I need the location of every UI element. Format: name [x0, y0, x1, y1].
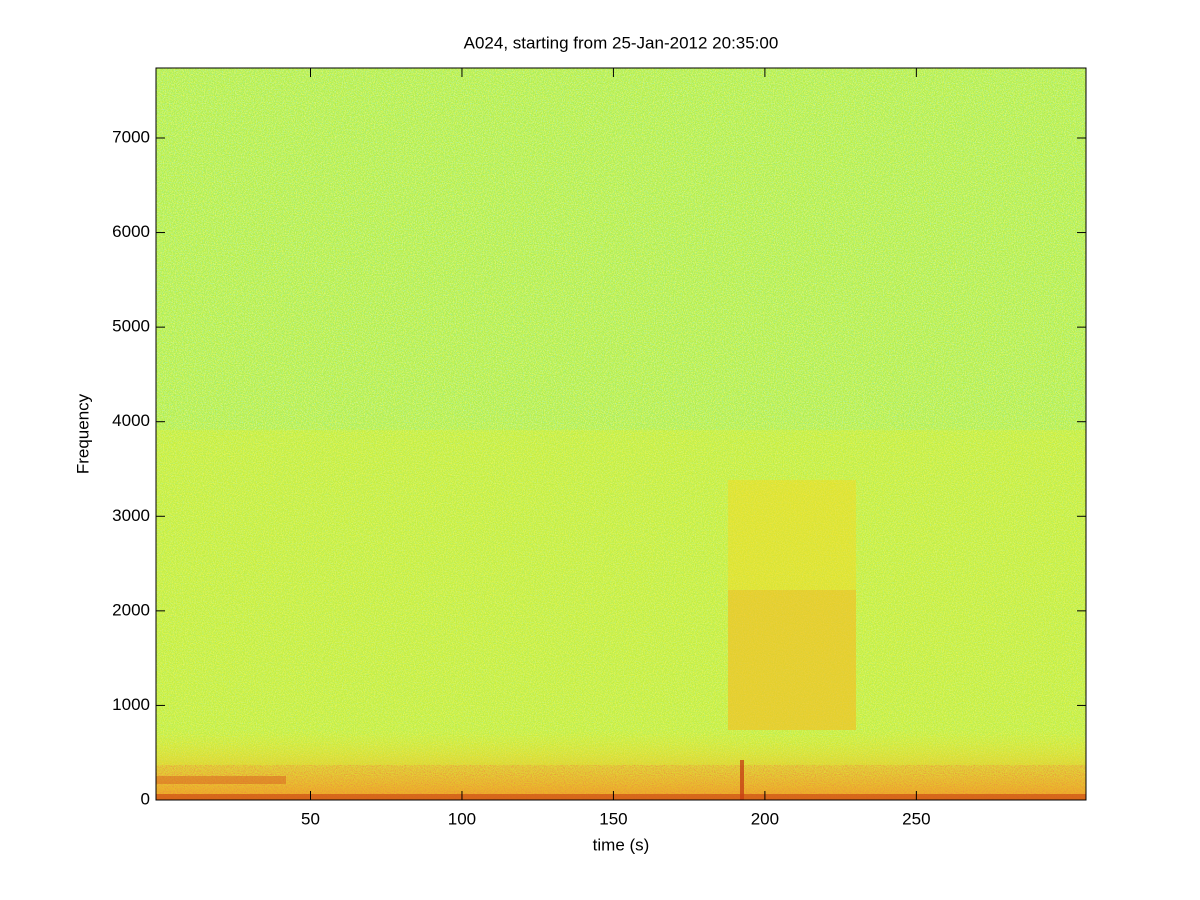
x-tick-label: 50: [301, 809, 320, 828]
y-tick-label: 6000: [112, 222, 150, 241]
y-axis-label: Frequency: [73, 393, 92, 474]
y-tick-label: 2000: [112, 600, 150, 619]
x-tick-label: 100: [448, 809, 476, 828]
y-tick-label: 3000: [112, 506, 150, 525]
y-tick-label: 0: [141, 789, 150, 808]
y-tick-label: 1000: [112, 695, 150, 714]
x-tick-label: 150: [599, 809, 627, 828]
y-tick-label: 4000: [112, 411, 150, 430]
x-axis-label: time (s): [593, 835, 650, 854]
y-tick-label: 5000: [112, 317, 150, 336]
spectrogram-image: [156, 68, 1086, 800]
plot-frame: [155, 67, 1087, 801]
chart-title: A024, starting from 25-Jan-2012 20:35:00: [464, 33, 779, 52]
x-tick-label: 250: [902, 809, 930, 828]
x-tick-label: 200: [751, 809, 779, 828]
y-tick-label: 7000: [112, 127, 150, 146]
